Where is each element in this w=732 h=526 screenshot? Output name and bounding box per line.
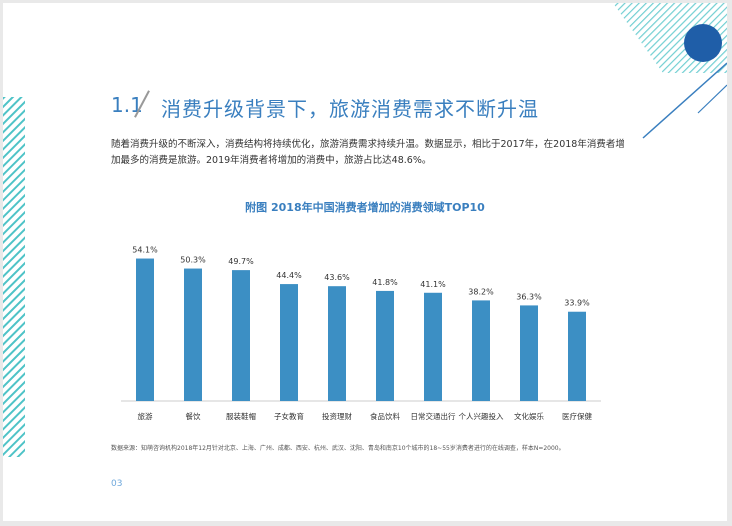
bar-1 [184,268,202,401]
category-label-7: 个人兴趣投入 [459,411,504,421]
page: 1.1 消费升级背景下，旅游消费需求不断升温 随着消费升级的不断深入，消费结构将… [3,3,727,521]
decorative-stripes-left [3,97,25,457]
data-label-2: 49.7% [228,257,254,266]
category-label-8: 文化娱乐 [514,411,544,421]
decorative-corner-top-right [613,3,727,139]
chart-title: 附图 2018年中国消费者增加的消费领域TOP10 [245,201,485,214]
bar-chart: 54.1% 旅游 50.3% 餐饮 49.7% 服装鞋帽 44.4% 子女教育 43.6% 投资理… [121,246,601,421]
data-label-9: 33.9% [564,299,590,308]
bar-7 [472,300,490,401]
data-source-note: 数据来源：知萌咨询机构2018年12月针对北京、上海、广州、成都、西安、杭州、武… [111,445,565,452]
category-label-3: 子女教育 [274,411,304,421]
bar-3 [280,284,298,401]
data-label-0: 54.1% [132,246,158,255]
bar-6 [424,292,442,401]
bar-8 [520,305,538,401]
bar-9 [568,311,586,401]
bar-4 [328,286,346,401]
category-label-1: 餐饮 [186,411,201,421]
bar-0 [136,258,154,401]
category-label-0: 旅游 [138,411,153,421]
category-label-5: 食品饮料 [370,411,400,421]
data-label-4: 43.6% [324,273,350,282]
bar-5 [376,290,394,401]
data-label-6: 41.1% [420,280,446,289]
body-paragraph: 随着消费升级的不断深入，消费结构将持续优化，旅游消费需求持续升温。数据显示，相比… [111,139,625,166]
data-label-8: 36.3% [516,292,542,301]
category-label-4: 投资理财 [322,411,352,421]
page-number: 03 [111,479,123,489]
data-label-3: 44.4% [276,271,302,280]
decorative-circle [684,24,722,62]
data-label-1: 50.3% [180,256,206,265]
data-label-7: 38.2% [468,287,494,296]
bar-2 [232,270,250,401]
data-label-5: 41.8% [372,278,398,287]
category-label-2: 服装鞋帽 [226,411,256,421]
category-label-6: 日常交通出行 [411,411,456,421]
category-label-9: 医疗保健 [562,411,592,421]
section-title: 消费升级背景下，旅游消费需求不断升温 [161,97,539,121]
